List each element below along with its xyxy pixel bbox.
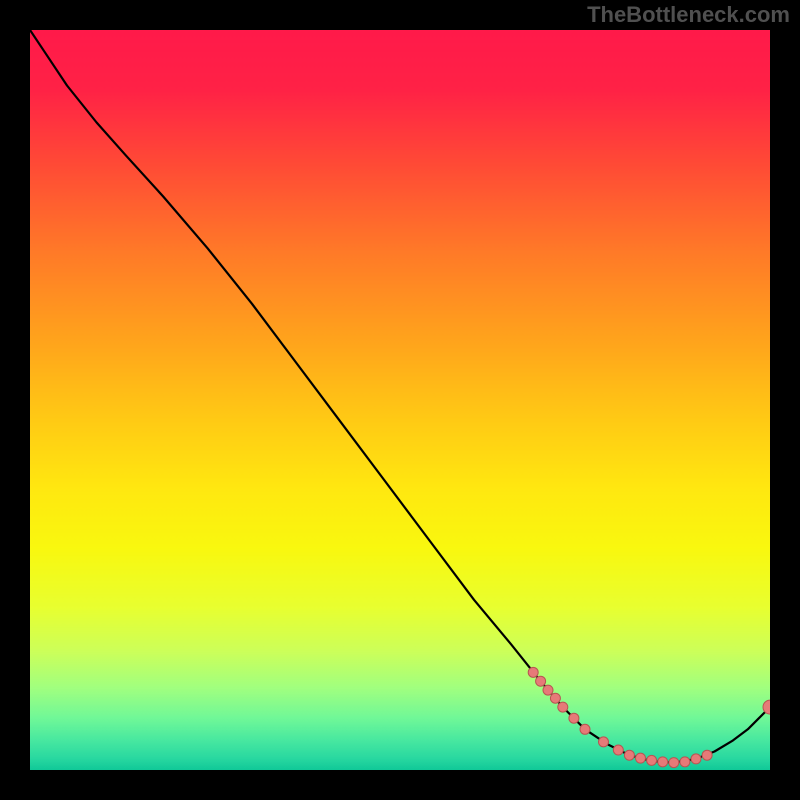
- chart-marker: [543, 685, 553, 695]
- chart-marker: [613, 745, 623, 755]
- chart-marker: [558, 702, 568, 712]
- chart-marker: [550, 693, 560, 703]
- chart-plot-area: [30, 30, 770, 770]
- watermark-text: TheBottleneck.com: [587, 2, 790, 28]
- chart-curve-layer: [30, 30, 770, 770]
- chart-marker: [658, 757, 668, 767]
- chart-marker: [691, 754, 701, 764]
- chart-marker: [647, 755, 657, 765]
- chart-curve: [30, 30, 770, 763]
- chart-marker: [569, 713, 579, 723]
- chart-marker: [536, 676, 546, 686]
- chart-marker: [702, 750, 712, 760]
- chart-marker: [636, 753, 646, 763]
- chart-marker: [528, 667, 538, 677]
- chart-marker: [680, 757, 690, 767]
- chart-marker: [580, 724, 590, 734]
- chart-marker: [599, 737, 609, 747]
- chart-marker: [669, 758, 679, 768]
- chart-marker: [624, 750, 634, 760]
